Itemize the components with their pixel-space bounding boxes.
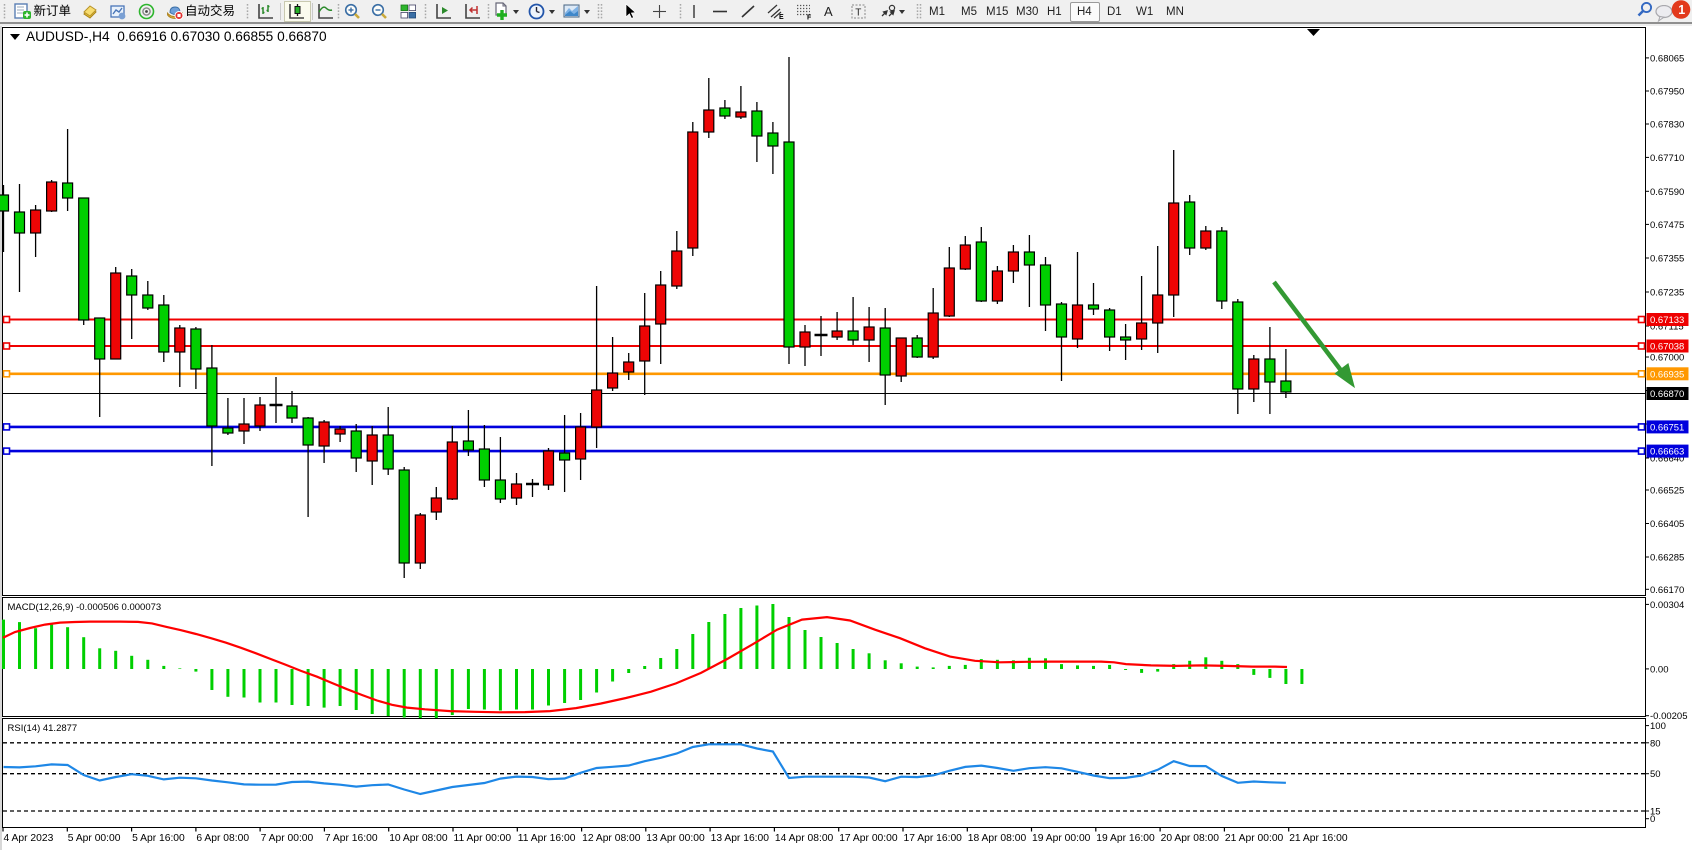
svg-text:0.00: 0.00 [1650,664,1669,675]
svg-text:0.67710: 0.67710 [1650,153,1684,164]
svg-text:0.66870: 0.66870 [1650,389,1684,400]
svg-text:MACD(12,26,9) -0.000506 0.0000: MACD(12,26,9) -0.000506 0.000073 [8,602,162,613]
svg-text:-0.00205: -0.00205 [1650,711,1688,722]
svg-text:T: T [855,8,861,19]
svg-text:80: 80 [1650,738,1661,749]
svg-text:RSI(14) 41.2877: RSI(14) 41.2877 [8,723,78,734]
svg-text:F: F [807,15,812,21]
svg-text:0.67475: 0.67475 [1650,220,1684,231]
svg-text:5 Apr 16:00: 5 Apr 16:00 [132,833,185,844]
svg-text:0.66525: 0.66525 [1650,486,1684,497]
svg-text:0.66663: 0.66663 [1650,447,1684,458]
svg-text:5 Apr 00:00: 5 Apr 00:00 [68,833,121,844]
svg-text:0.67950: 0.67950 [1650,87,1684,98]
svg-text:100: 100 [1650,721,1666,732]
svg-text:13 Apr 16:00: 13 Apr 16:00 [711,833,770,844]
svg-text:0.67000: 0.67000 [1650,353,1684,364]
svg-text:0.66170: 0.66170 [1650,585,1684,596]
svg-text:0.00304: 0.00304 [1650,600,1684,611]
svg-text:21 Apr 00:00: 21 Apr 00:00 [1225,833,1284,844]
svg-text:E: E [779,14,784,20]
svg-text:0.66751: 0.66751 [1650,422,1684,433]
svg-text:AUDUSD-,H4 0.66916 0.67030 0.: AUDUSD-,H4 0.66916 0.67030 0.66855 0.668… [26,29,327,44]
svg-text:6 Apr 08:00: 6 Apr 08:00 [196,833,249,844]
svg-text:0.67038: 0.67038 [1650,342,1684,353]
svg-text:20 Apr 08:00: 20 Apr 08:00 [1161,833,1220,844]
svg-text:50: 50 [1650,769,1661,780]
svg-text:10 Apr 08:00: 10 Apr 08:00 [389,833,448,844]
svg-text:0.66405: 0.66405 [1650,519,1684,530]
svg-text:15: 15 [1650,807,1661,818]
svg-text:7 Apr 16:00: 7 Apr 16:00 [325,833,378,844]
svg-text:18 Apr 08:00: 18 Apr 08:00 [968,833,1027,844]
svg-text:0: 0 [1650,814,1655,825]
svg-text:0.66285: 0.66285 [1650,553,1684,564]
svg-text:19 Apr 16:00: 19 Apr 16:00 [1096,833,1155,844]
svg-text:0.67830: 0.67830 [1650,120,1684,131]
svg-text:4 Apr 2023: 4 Apr 2023 [4,833,54,844]
svg-text:11 Apr 00:00: 11 Apr 00:00 [454,833,512,844]
svg-text:11 Apr 16:00: 11 Apr 16:00 [518,833,576,844]
svg-text:14 Apr 08:00: 14 Apr 08:00 [775,833,834,844]
svg-text:0.66935: 0.66935 [1650,369,1684,380]
svg-text:0.67355: 0.67355 [1650,254,1684,265]
svg-text:13 Apr 00:00: 13 Apr 00:00 [646,833,705,844]
svg-text:0.67590: 0.67590 [1650,187,1684,198]
svg-text:0.67133: 0.67133 [1650,315,1684,326]
svg-text:17 Apr 00:00: 17 Apr 00:00 [839,833,898,844]
svg-text:0.68065: 0.68065 [1650,53,1684,64]
svg-text:1: 1 [1678,3,1685,17]
svg-text:17 Apr 16:00: 17 Apr 16:00 [904,833,963,844]
svg-text:7 Apr 00:00: 7 Apr 00:00 [261,833,314,844]
svg-text:0.66640: 0.66640 [1650,454,1684,465]
svg-text:0.67115: 0.67115 [1650,322,1684,333]
svg-text:0.67235: 0.67235 [1650,288,1684,299]
svg-text:21 Apr 16:00: 21 Apr 16:00 [1289,833,1348,844]
svg-text:12 Apr 08:00: 12 Apr 08:00 [582,833,641,844]
svg-text:19 Apr 00:00: 19 Apr 00:00 [1032,833,1091,844]
